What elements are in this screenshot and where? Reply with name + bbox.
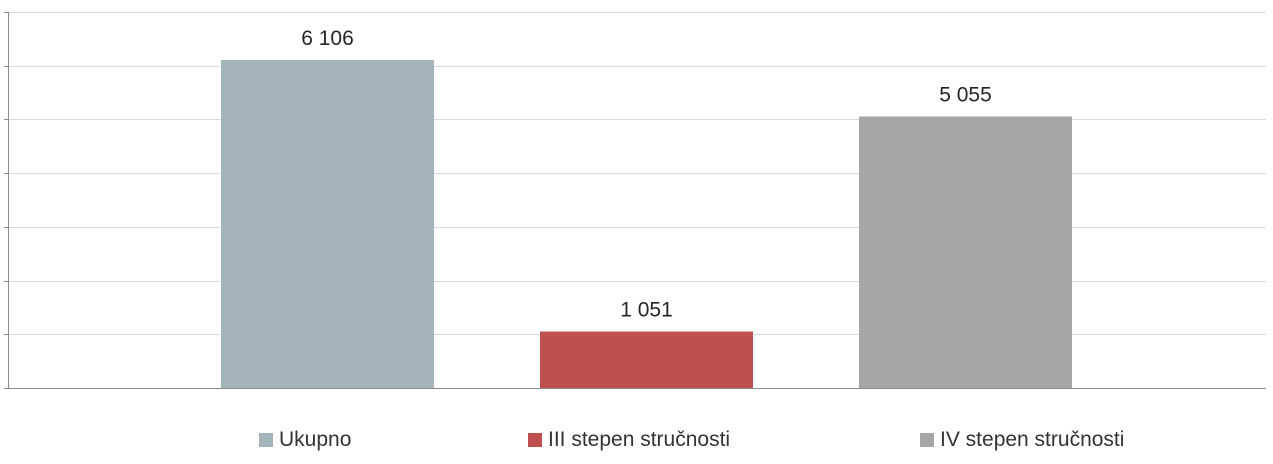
legend-item: Ukupno: [259, 428, 351, 452]
legend-label: III stepen stručnosti: [548, 428, 731, 451]
legend-swatch: [528, 433, 542, 447]
legend-label: Ukupno: [279, 428, 352, 451]
bar-2: [540, 331, 753, 388]
legend-item: IV stepen stručnosti: [920, 428, 1124, 452]
bar-chart-plot: 6 106 1 051 5 055: [4, 12, 1266, 389]
legend-label: IV stepen stručnosti: [940, 428, 1125, 451]
data-label-2: 1 051: [620, 299, 673, 322]
bar-3: [859, 116, 1072, 388]
legend-item: III stepen stručnosti: [528, 428, 730, 452]
chart-legend: Ukupno III stepen stručnosti IV stepen str…: [0, 428, 1273, 458]
data-label-1: 6 106: [301, 27, 354, 50]
legend-swatch: [259, 433, 273, 447]
legend-swatch: [920, 433, 934, 447]
data-label-3: 5 055: [939, 83, 992, 106]
bar-1: [221, 60, 434, 389]
